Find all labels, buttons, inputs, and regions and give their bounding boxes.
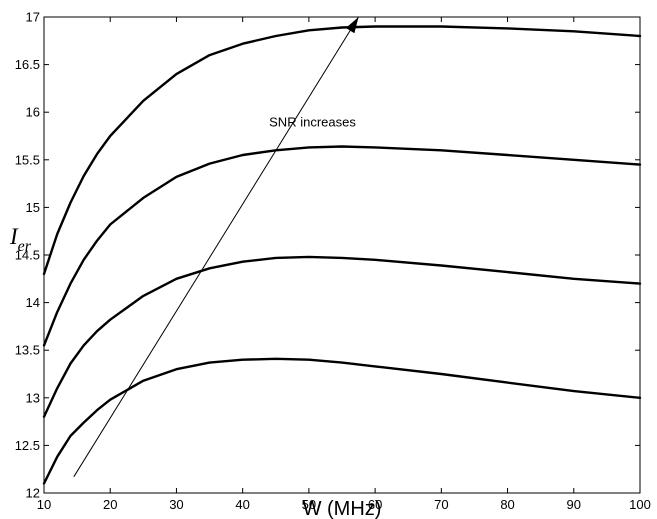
y-tick-label: 13 (26, 390, 40, 405)
series-line-1 (42, 357, 642, 485)
x-tick-label: 60 (368, 497, 382, 512)
y-axis-title-main: I (9, 224, 19, 249)
x-tick-label: 30 (169, 497, 183, 512)
y-tick-label: 16.5 (15, 57, 40, 72)
x-tick-label: 40 (235, 497, 249, 512)
labels-layer: 10 20 30 40 50 60 70 80 90 100 12 12.5 13 13.5 14 14.5 1… (15, 10, 651, 513)
x-tick-label: 20 (103, 497, 117, 512)
x-tick-label: 70 (434, 497, 448, 512)
y-tick-label: 12.5 (15, 438, 40, 453)
arrow-shaft (73, 16, 359, 478)
y-axis-title-subscript: er (18, 238, 32, 255)
x-tick-label: 80 (500, 497, 514, 512)
annotation-arrow-layer (73, 16, 359, 478)
y-tick-label: 12 (26, 486, 40, 501)
x-tick-label: 90 (567, 497, 581, 512)
y-tick-label: 14 (26, 295, 40, 310)
y-tick-label: 13.5 (15, 343, 40, 358)
arrow-head-icon (345, 17, 359, 34)
y-tick-label: 15 (26, 200, 40, 215)
y-tick-label: 14.5 (15, 248, 40, 263)
series-layer (42, 25, 642, 485)
series-line-3 (42, 145, 642, 347)
x-axis-title: W (MHz) (303, 498, 382, 519)
x-tick-label: 50 (302, 497, 316, 512)
y-tick-label: 16 (26, 105, 40, 120)
series-line-4 (42, 25, 642, 276)
x-tick-label: 100 (629, 497, 651, 512)
plot-area (43, 16, 641, 494)
y-axis-title: Ier (9, 224, 32, 255)
annotation-label: SNR increases (269, 114, 356, 129)
ticks-layer (43, 16, 641, 494)
x-tick-label: 10 (37, 497, 51, 512)
y-tick-label: 17 (26, 10, 40, 25)
series-line-2 (42, 255, 642, 418)
y-tick-label: 15.5 (15, 152, 40, 167)
